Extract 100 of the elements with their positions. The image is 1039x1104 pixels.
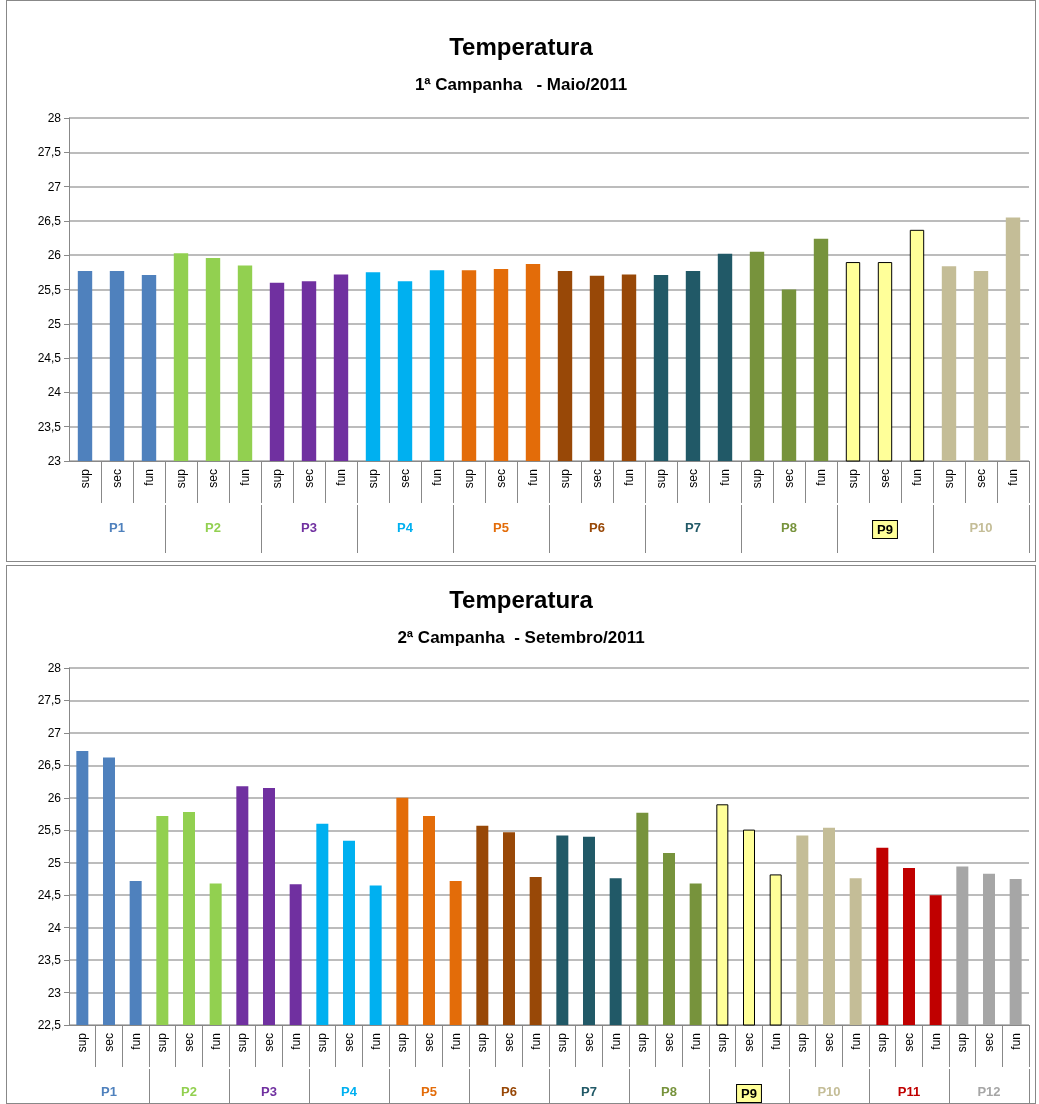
- x-tick-label: fun: [1008, 1033, 1023, 1050]
- text: P8: [781, 520, 797, 535]
- x-tick-label: fun: [1006, 469, 1020, 486]
- x-tick-label: sec: [206, 469, 220, 488]
- x-tick-label: sup: [654, 468, 668, 489]
- text: P3: [301, 520, 317, 535]
- x-tick-label: fun: [688, 1033, 703, 1050]
- text: P1: [101, 1084, 117, 1099]
- x-tick-label: sup: [366, 468, 380, 489]
- y-tick-label: 24,5: [37, 888, 62, 903]
- x-tick-label: fun: [718, 469, 732, 486]
- x-tick-label: fun: [288, 1033, 303, 1050]
- y-tick-label: 22,5: [37, 1018, 62, 1032]
- x-tick-label: sup: [750, 468, 764, 489]
- x-tick-label: sup: [235, 1032, 250, 1053]
- x-tick-label: fun: [928, 1033, 943, 1050]
- x-tick-label: sup: [315, 1032, 330, 1053]
- y-tick-label: 27: [47, 179, 62, 194]
- y-tick-label: 27: [47, 725, 62, 740]
- y-tick-label: 28: [47, 661, 62, 675]
- text: P8: [661, 1084, 677, 1099]
- x-tick-label: fun: [814, 469, 828, 486]
- y-tick-label: 25,5: [37, 823, 62, 838]
- y-tick-label: 23,5: [37, 953, 62, 968]
- y-tick-label: 26: [47, 790, 62, 805]
- x-tick-label: sup: [555, 1032, 570, 1053]
- x-tick-label: sup: [795, 1032, 810, 1053]
- y-tick-label: 25: [47, 316, 62, 331]
- x-tick-label: sec: [182, 1033, 196, 1052]
- x-tick-label: fun: [208, 1033, 223, 1050]
- x-tick-label: sec: [502, 1033, 516, 1052]
- chart-title: Temperatura: [449, 585, 594, 613]
- x-tick-label: sec: [982, 1033, 996, 1052]
- x-tick-label: sec: [102, 1033, 116, 1052]
- x-tick-label: sup: [475, 1032, 490, 1053]
- x-tick-label: sup: [78, 468, 92, 489]
- x-tick-label: sup: [715, 1032, 730, 1053]
- x-tick-label: sup: [558, 468, 572, 489]
- x-tick-label: fun: [142, 469, 156, 486]
- x-tick-label: sup: [155, 1032, 170, 1053]
- text: P10: [969, 520, 993, 535]
- x-tick-label: sec: [590, 469, 604, 488]
- x-tick-label: sup: [395, 1032, 410, 1053]
- x-tick-label: fun: [238, 469, 252, 486]
- x-tick-label: sec: [398, 469, 412, 488]
- x-tick-label: sup: [635, 1032, 650, 1053]
- y-tick-label: 24: [47, 385, 62, 400]
- y-tick-label: 27,5: [37, 145, 62, 160]
- x-tick-label: fun: [528, 1033, 543, 1050]
- x-tick-label: sup: [462, 468, 476, 489]
- text: P7: [581, 1084, 597, 1099]
- y-tick-label: 25,5: [37, 282, 62, 297]
- x-tick-label: fun: [368, 1033, 383, 1050]
- x-tick-label: sec: [342, 1033, 356, 1052]
- x-tick-label: fun: [608, 1033, 623, 1050]
- y-tick-label: 23: [47, 454, 62, 468]
- y-tick-label: 26,5: [37, 213, 62, 228]
- y-tick-label: 28: [47, 111, 62, 125]
- text: P2: [205, 520, 221, 535]
- x-tick-label: fun: [334, 469, 348, 486]
- x-tick-label: sec: [662, 1033, 676, 1052]
- x-tick-label: fun: [848, 1033, 863, 1050]
- x-tick-label: fun: [430, 469, 444, 486]
- text: P5: [421, 1084, 437, 1099]
- x-tick-label: fun: [768, 1033, 783, 1050]
- text: P3: [261, 1084, 277, 1099]
- y-tick-label: 23,5: [37, 419, 62, 434]
- y-tick-label: 25: [47, 855, 62, 870]
- text: P6: [589, 520, 605, 535]
- x-tick-label: sec: [822, 1033, 836, 1052]
- x-tick-label: sec: [902, 1033, 916, 1052]
- y-tick-label: 26: [47, 248, 62, 263]
- x-tick-label: fun: [448, 1033, 463, 1050]
- text: P9: [877, 522, 893, 537]
- x-tick-label: sup: [270, 468, 284, 489]
- text: P4: [397, 520, 414, 535]
- chart-subtitle: 2ª Campanha - Setembro/2011: [397, 628, 645, 647]
- x-tick-label: fun: [622, 469, 636, 486]
- x-tick-label: sec: [686, 469, 700, 488]
- text: P1: [109, 520, 125, 535]
- x-tick-label: sup: [942, 468, 956, 489]
- x-tick-label: sec: [974, 469, 988, 488]
- x-tick-label: sup: [955, 1032, 970, 1053]
- y-tick-label: 24,5: [37, 351, 62, 366]
- text: P9: [741, 1086, 757, 1101]
- y-tick-label: 23: [47, 985, 62, 1000]
- x-tick-label: fun: [910, 469, 924, 486]
- chart-title: Temperatura: [449, 32, 594, 60]
- text: P6: [501, 1084, 517, 1099]
- x-tick-label: sup: [75, 1032, 90, 1053]
- text: P12: [977, 1084, 1001, 1099]
- x-tick-label: sup: [174, 468, 188, 489]
- x-tick-label: fun: [526, 469, 540, 486]
- text: P5: [493, 520, 509, 535]
- y-tick-label: 27,5: [37, 693, 62, 708]
- x-tick-label: sec: [422, 1033, 436, 1052]
- x-tick-label: sec: [494, 469, 508, 488]
- y-tick-label: 26,5: [37, 758, 62, 773]
- chart-subtitle: 1ª Campanha - Maio/2011: [414, 75, 628, 94]
- x-tick-label: sec: [302, 469, 316, 488]
